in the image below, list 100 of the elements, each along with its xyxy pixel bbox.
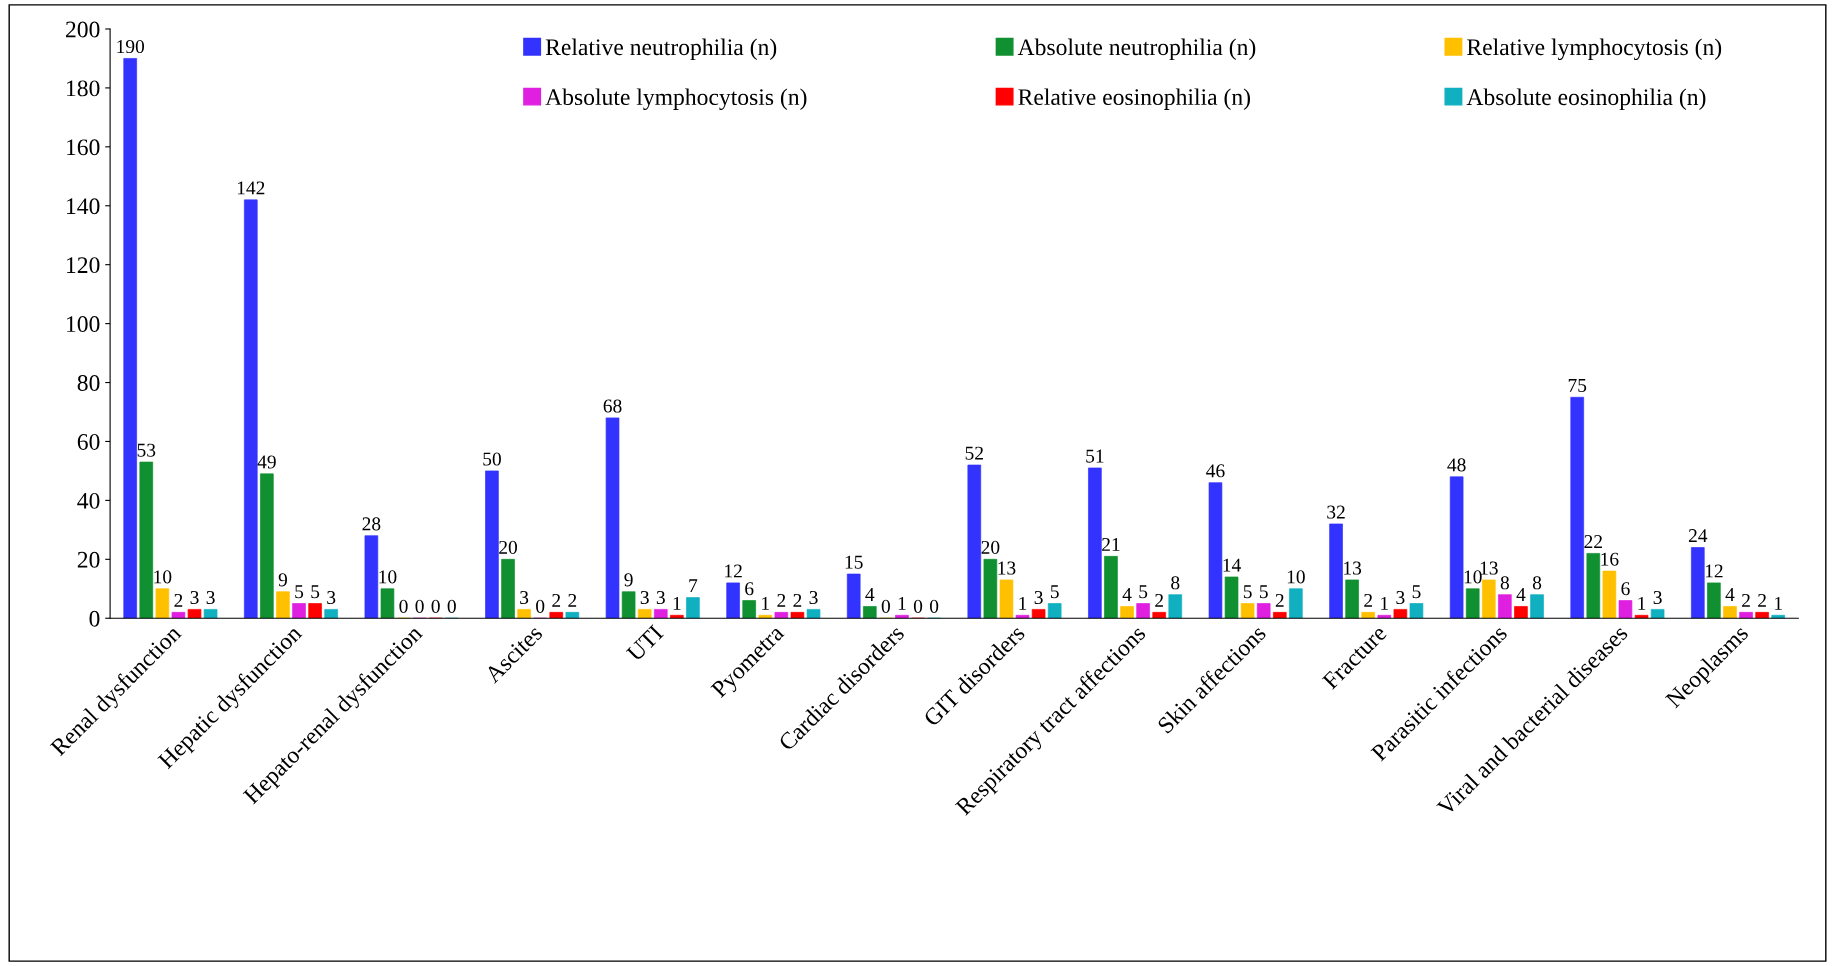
data-label: 1 — [1638, 596, 1646, 610]
bar — [1530, 594, 1544, 619]
data-label: 2 — [793, 593, 802, 607]
data-label: 10 — [1464, 570, 1482, 584]
data-label: 20 — [499, 540, 518, 554]
bar — [1273, 612, 1287, 619]
bar — [758, 614, 773, 619]
data-label: 12 — [725, 564, 742, 578]
bar — [364, 535, 379, 619]
bar — [1449, 476, 1464, 619]
bar — [485, 470, 499, 619]
bar — [139, 461, 154, 619]
data-label: 4 — [865, 588, 875, 601]
legend-label: Absolute eosinophilia (n) — [1466, 88, 1706, 110]
data-label: 3 — [190, 591, 199, 605]
data-label: 2 — [1758, 593, 1766, 607]
bar — [203, 609, 218, 619]
data-label: 5 — [1243, 585, 1252, 599]
bar — [1104, 556, 1118, 619]
data-label: 10 — [1287, 570, 1305, 584]
data-label: 48 — [1447, 458, 1466, 472]
bar — [1047, 603, 1062, 619]
bar — [670, 614, 684, 619]
data-label: 0 — [415, 599, 424, 613]
bar — [123, 58, 137, 619]
bar — [999, 579, 1014, 619]
data-label: 20 — [981, 540, 1000, 554]
data-label: 49 — [257, 455, 276, 469]
data-label: 16 — [1601, 552, 1619, 566]
data-label: 14 — [1223, 558, 1241, 572]
data-label: 13 — [998, 561, 1016, 575]
bar — [1409, 603, 1424, 619]
y-tick-label: 120 — [67, 257, 100, 274]
bar — [276, 591, 290, 619]
bar — [1256, 603, 1271, 619]
bar — [1345, 579, 1359, 619]
data-label: 3 — [1653, 591, 1662, 605]
bar — [1136, 603, 1150, 619]
bar — [1602, 570, 1617, 619]
y-tick-label: 0 — [89, 610, 100, 627]
bar — [1465, 588, 1480, 619]
data-label: 24 — [1688, 529, 1708, 542]
bar — [686, 597, 700, 619]
bar — [1739, 612, 1753, 619]
bar — [605, 417, 620, 619]
bar — [726, 582, 740, 619]
bar — [1329, 523, 1343, 619]
bar — [1120, 606, 1134, 619]
data-label: 10 — [379, 570, 397, 584]
bar — [501, 558, 515, 619]
bar — [742, 600, 756, 619]
data-label: 2 — [552, 593, 561, 607]
bar — [155, 588, 170, 619]
bar — [637, 609, 652, 619]
data-label: 2 — [1275, 593, 1284, 607]
data-label: 2 — [777, 593, 786, 607]
y-tick-label: 160 — [67, 139, 100, 156]
bar — [260, 473, 274, 619]
data-label: 22 — [1584, 535, 1602, 548]
bar — [565, 612, 580, 619]
bar — [1650, 609, 1665, 619]
y-tick-label: 80 — [77, 375, 100, 391]
data-label: 51 — [1086, 449, 1104, 463]
data-label: 3 — [327, 591, 336, 605]
data-label: 3 — [809, 591, 818, 605]
legend-label: Absolute neutrophilia (n) — [1017, 38, 1256, 60]
data-label: 15 — [845, 555, 863, 569]
bar — [1208, 482, 1223, 619]
data-label: 5 — [295, 585, 304, 599]
data-label: 1 — [762, 596, 769, 610]
data-label: 5 — [1412, 585, 1421, 599]
data-label: 2 — [568, 593, 577, 607]
bar — [1031, 609, 1046, 619]
data-label: 4 — [1122, 588, 1132, 601]
data-label: 0 — [447, 599, 456, 613]
data-label: 68 — [603, 399, 622, 413]
data-label: 12 — [1705, 564, 1723, 578]
bar — [806, 609, 821, 619]
data-label: 8 — [1500, 576, 1509, 590]
data-label: 7 — [689, 579, 698, 593]
data-label: 21 — [1102, 537, 1120, 551]
bar — [292, 603, 306, 619]
bar — [380, 588, 395, 619]
bar — [1240, 603, 1255, 619]
data-label: 5 — [1050, 585, 1059, 599]
data-label: 50 — [483, 452, 501, 466]
data-label: 190 — [117, 39, 145, 54]
bar — [1691, 547, 1705, 619]
bar — [1377, 614, 1392, 619]
bar — [1498, 594, 1512, 619]
y-tick-label: 100 — [67, 316, 100, 333]
data-label: 5 — [1259, 585, 1268, 599]
data-label: 0 — [536, 599, 545, 613]
bar — [790, 612, 805, 619]
bar — [1224, 576, 1239, 619]
bar — [846, 573, 861, 619]
bar — [983, 558, 998, 619]
legend-label: Absolute lymphocytosis (n) — [545, 88, 807, 110]
bar — [967, 464, 982, 619]
bar — [1482, 579, 1496, 619]
